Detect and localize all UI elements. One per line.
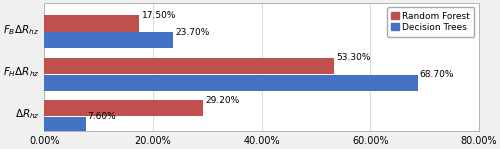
Bar (44, 100, 203, 116)
Text: 23.70%: 23.70% (175, 28, 210, 37)
Bar (44, 58, 334, 74)
Text: 7.60%: 7.60% (88, 112, 117, 121)
Text: 17.50%: 17.50% (142, 11, 176, 20)
Legend: Random Forest, Decision Trees: Random Forest, Decision Trees (387, 7, 474, 37)
Text: 29.20%: 29.20% (205, 96, 240, 105)
Bar (44, 15, 140, 32)
Text: 68.70%: 68.70% (420, 70, 454, 79)
Bar (44, 32, 173, 48)
Bar (44, 75, 418, 91)
Text: 53.30%: 53.30% (336, 53, 370, 62)
Bar (44, 117, 86, 133)
